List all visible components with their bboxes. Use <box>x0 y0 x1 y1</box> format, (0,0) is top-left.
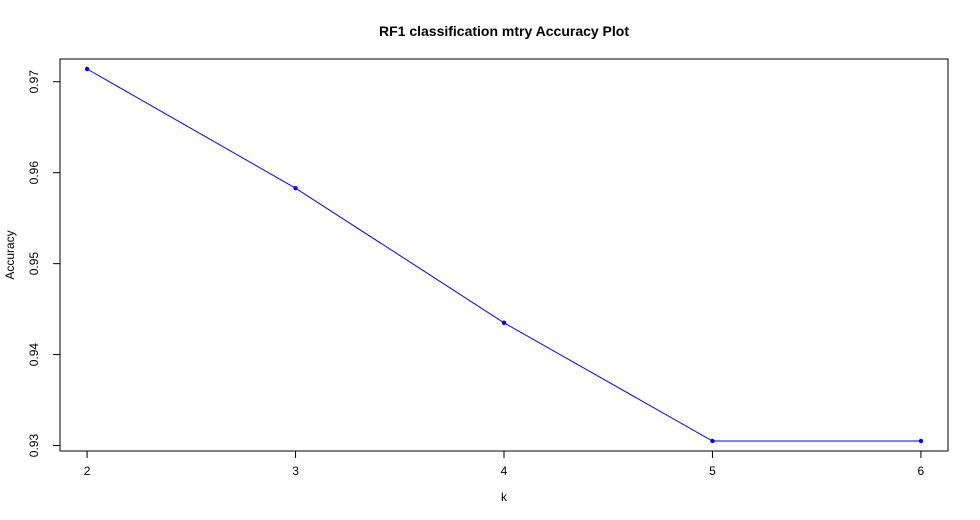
y-tick-label: 0.94 <box>27 343 41 367</box>
y-tick-label: 0.93 <box>27 434 41 458</box>
x-tick-label: 2 <box>84 464 91 478</box>
x-axis: 2 3 4 5 6 <box>84 450 925 478</box>
chart-title: RF1 classification mtry Accuracy Plot <box>379 23 629 39</box>
data-point <box>84 66 90 72</box>
data-point <box>501 320 507 325</box>
y-tick-label: 0.96 <box>27 161 41 185</box>
x-tick-label: 4 <box>501 464 508 478</box>
y-axis-label: Accuracy <box>3 230 17 279</box>
y-tick-label: 0.95 <box>27 252 41 276</box>
y-tick-label: 0.97 <box>27 70 41 94</box>
data-point <box>918 438 924 444</box>
data-point <box>710 438 715 444</box>
x-tick-label: 5 <box>709 464 716 478</box>
x-axis-label: k <box>501 490 508 504</box>
series-accuracy <box>84 66 924 444</box>
data-point <box>293 185 298 191</box>
x-tick-label: 3 <box>292 464 299 478</box>
y-axis: 0.93 0.94 0.95 0.96 0.97 <box>27 70 61 458</box>
plot-frame <box>59 58 949 452</box>
series-line <box>86 68 921 442</box>
x-tick-label: 6 <box>918 464 925 478</box>
